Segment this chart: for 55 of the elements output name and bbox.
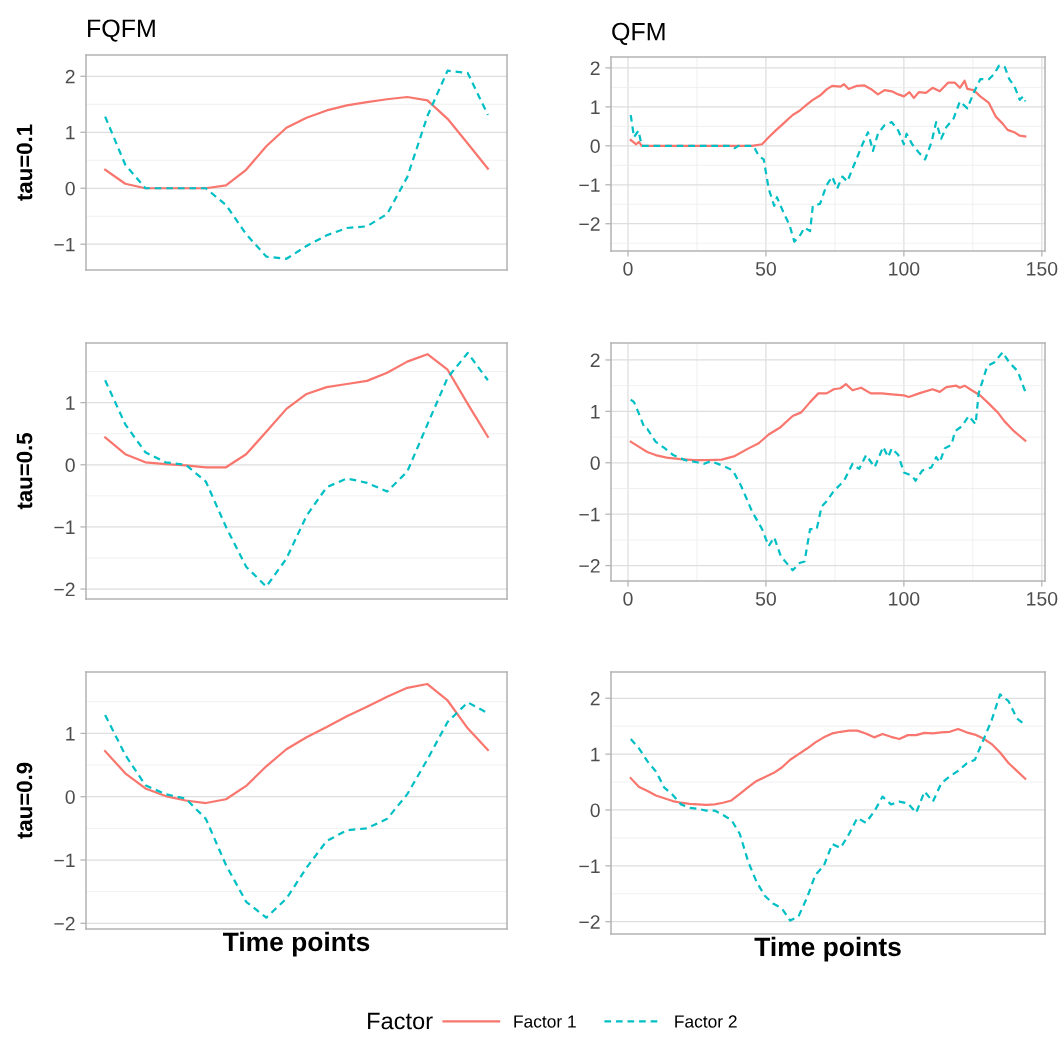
- x-tick-label: 150: [1027, 261, 1058, 276]
- y-tick-label: 0: [590, 139, 600, 154]
- line-series: [104, 69, 489, 260]
- line-series: [104, 682, 489, 805]
- x-axis-title: Time points: [754, 936, 901, 962]
- y-tick-label: 2: [590, 61, 600, 75]
- x-tick-label: 100: [889, 261, 920, 276]
- legend-label: Factor 2: [675, 1015, 737, 1028]
- line-series: [629, 727, 1027, 807]
- y-tick-label: −1: [579, 178, 600, 192]
- y-tick-label: −2: [54, 582, 75, 597]
- line-series: [629, 79, 1027, 147]
- x-axis-title: Time points: [222, 931, 370, 957]
- y-tick-label: −1: [579, 507, 600, 522]
- y-tick-label: 0: [590, 456, 600, 471]
- line-series: [104, 351, 489, 588]
- y-tick-label: −1: [54, 853, 75, 868]
- y-axis-title: tau=0.1: [16, 124, 33, 201]
- y-tick-label: −2: [579, 559, 600, 573]
- y-tick-label: −2: [579, 915, 600, 929]
- x-tick-label: 50: [755, 591, 776, 606]
- y-tick-label: 1: [66, 727, 75, 741]
- y-axis-title: tau=0.5: [16, 433, 33, 510]
- y-tick-label: −2: [579, 217, 600, 231]
- y-tick-label: 1: [591, 405, 600, 419]
- legend-title: Factor: [368, 1012, 433, 1030]
- y-tick-label: 1: [66, 125, 75, 140]
- y-tick-label: −1: [579, 859, 600, 873]
- y-tick-label: 0: [65, 458, 75, 473]
- line-series: [629, 383, 1027, 462]
- line-series: [104, 353, 489, 469]
- y-tick-label: 1: [591, 747, 600, 762]
- y-axis-title: tau=0.9: [16, 762, 33, 839]
- y-tick-label: 1: [66, 396, 75, 410]
- x-tick-label: 0: [623, 591, 633, 606]
- y-tick-label: 0: [65, 181, 75, 196]
- y-tick-label: 0: [590, 803, 600, 818]
- y-tick-label: 2: [65, 69, 75, 84]
- chart-title: FQFM: [88, 19, 155, 42]
- y-tick-label: 2: [590, 691, 600, 706]
- line-series: [629, 64, 1027, 243]
- chart-title: QFM: [612, 22, 665, 45]
- y-tick-label: 2: [590, 353, 600, 368]
- y-tick-label: 0: [65, 790, 75, 804]
- y-tick-label: 1: [591, 100, 600, 114]
- x-tick-label: 50: [755, 261, 776, 276]
- x-tick-label: 0: [623, 261, 633, 276]
- legend-label: Factor 1: [514, 1015, 576, 1028]
- x-tick-label: 100: [889, 591, 920, 606]
- line-series: [629, 351, 1027, 572]
- y-tick-label: −2: [54, 916, 75, 931]
- y-tick-label: −1: [54, 237, 75, 252]
- x-tick-label: 150: [1027, 591, 1058, 606]
- y-tick-label: −1: [54, 520, 75, 534]
- line-series: [104, 95, 489, 190]
